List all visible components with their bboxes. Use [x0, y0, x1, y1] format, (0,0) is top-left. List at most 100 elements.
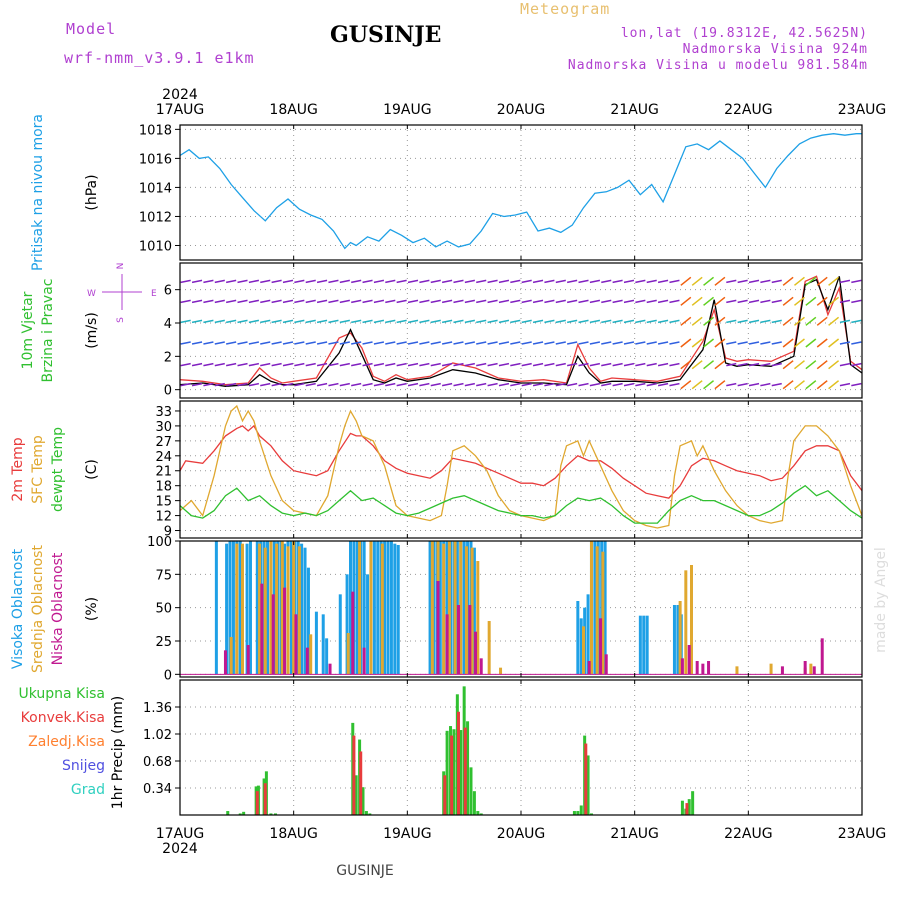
bar-cloud_high [642, 615, 646, 675]
wind-barb [510, 279, 521, 284]
bar-cloud_high [225, 543, 229, 675]
y-tick-label: 30 [155, 420, 172, 435]
wind-barb [635, 299, 646, 304]
wind-barb [226, 382, 237, 387]
side-label: Pritisak na nivou mora [30, 114, 46, 271]
bar-cloud_high [300, 543, 304, 675]
bar-cloud_low [271, 594, 275, 675]
panel-cloud: 0 25 50 75 100 (%) Visoka Oblacnost Srednja Obl… [10, 535, 863, 683]
bar-cloud_low [474, 631, 478, 675]
wind-barb [282, 341, 294, 345]
wind-barb [782, 276, 794, 286]
wind-barb [339, 362, 350, 367]
wind-barb [544, 279, 555, 284]
y-tick-label: 15 [155, 495, 172, 510]
wind-barb [305, 341, 316, 345]
x-tick-label-top: 17AUG [156, 102, 205, 118]
bar-cloud_low [362, 647, 366, 675]
wind-barb [794, 380, 805, 390]
wind-barb [396, 382, 407, 387]
wind-barb [646, 299, 657, 304]
y-tick-label: 100 [147, 535, 172, 550]
wind-barb [589, 319, 601, 324]
bar-precip_total [589, 813, 593, 815]
bar-precip_total [361, 787, 365, 815]
wind-barb [623, 279, 635, 284]
wind-barb [248, 279, 260, 284]
wind-barb [646, 341, 657, 345]
wind-barb [760, 382, 771, 387]
bar-precip_conv [263, 783, 267, 815]
wind-barb [248, 299, 260, 304]
wind-barb [578, 382, 589, 387]
wind-barb [441, 299, 453, 304]
footer-station: GUSINJE [336, 863, 394, 879]
wind-barb [805, 296, 817, 306]
wind-barb [226, 341, 237, 345]
wind-barb [237, 362, 248, 367]
bar-cloud_high [428, 541, 432, 675]
bar-cloud_high [245, 543, 249, 675]
bar-cloud_high [214, 541, 218, 675]
wind-barb [612, 382, 623, 387]
wind-barb [487, 341, 498, 345]
year-label-top: 2024 [162, 87, 198, 103]
legend-label: Grad [71, 782, 105, 798]
wind-barb [589, 299, 601, 304]
bar-precip_total [579, 805, 583, 815]
wind-barb [635, 382, 646, 387]
bar-cloud_mid [346, 633, 350, 675]
wind-barb [828, 316, 840, 326]
wind-barb [794, 296, 805, 306]
wind-barb [567, 299, 578, 304]
bar-precip_total [476, 811, 480, 815]
y-tick-label: 25 [155, 635, 172, 650]
line-black [179, 276, 863, 387]
wind-barb [567, 362, 578, 367]
wind-barb [237, 299, 248, 304]
bar-cloud_mid [684, 570, 688, 675]
wind-barb [839, 362, 851, 367]
wind-barb [521, 382, 532, 387]
wind-barb [635, 362, 646, 367]
bar-cloud_low [223, 650, 227, 675]
wind-barb [839, 279, 851, 284]
bar-cloud_high [383, 541, 387, 675]
bar-cloud_high [445, 541, 449, 675]
bar-cloud_low [599, 618, 603, 675]
wind-barb [351, 279, 362, 284]
wind-barb [521, 299, 532, 304]
wind-barb [260, 382, 271, 387]
wind-barb [180, 382, 191, 387]
wind-barb [839, 382, 851, 387]
bar-cloud_high [603, 541, 607, 675]
wind-barb [794, 360, 805, 370]
bar-cloud_mid [769, 663, 773, 675]
wind-barb [407, 279, 419, 284]
wind-barb [237, 341, 248, 345]
wind-barb [851, 299, 862, 304]
wind-barb [601, 382, 612, 387]
wind-barb [782, 338, 794, 348]
wind-barb [760, 279, 771, 284]
bar-cloud_low [701, 663, 705, 675]
wind-barb [453, 341, 464, 345]
wind-barb [282, 279, 294, 284]
wind-barb [794, 338, 805, 348]
wind-barb [521, 319, 532, 324]
wind-barb [248, 319, 260, 324]
wind-barb [680, 360, 692, 370]
wind-barb [487, 362, 498, 367]
wind-barb [782, 296, 794, 306]
station-title: GUSINJE [330, 22, 442, 48]
bar-precip_total [576, 811, 580, 815]
bar-precip_total [687, 799, 691, 815]
wind-barb [237, 319, 248, 324]
wind-barb [407, 362, 419, 367]
line-temp2m [179, 424, 863, 499]
bar-cloud_high [255, 541, 259, 675]
wind-barb [419, 299, 430, 304]
bar-cloud_high [638, 615, 642, 675]
wind-barb [191, 362, 203, 367]
wind-barb [407, 382, 419, 387]
